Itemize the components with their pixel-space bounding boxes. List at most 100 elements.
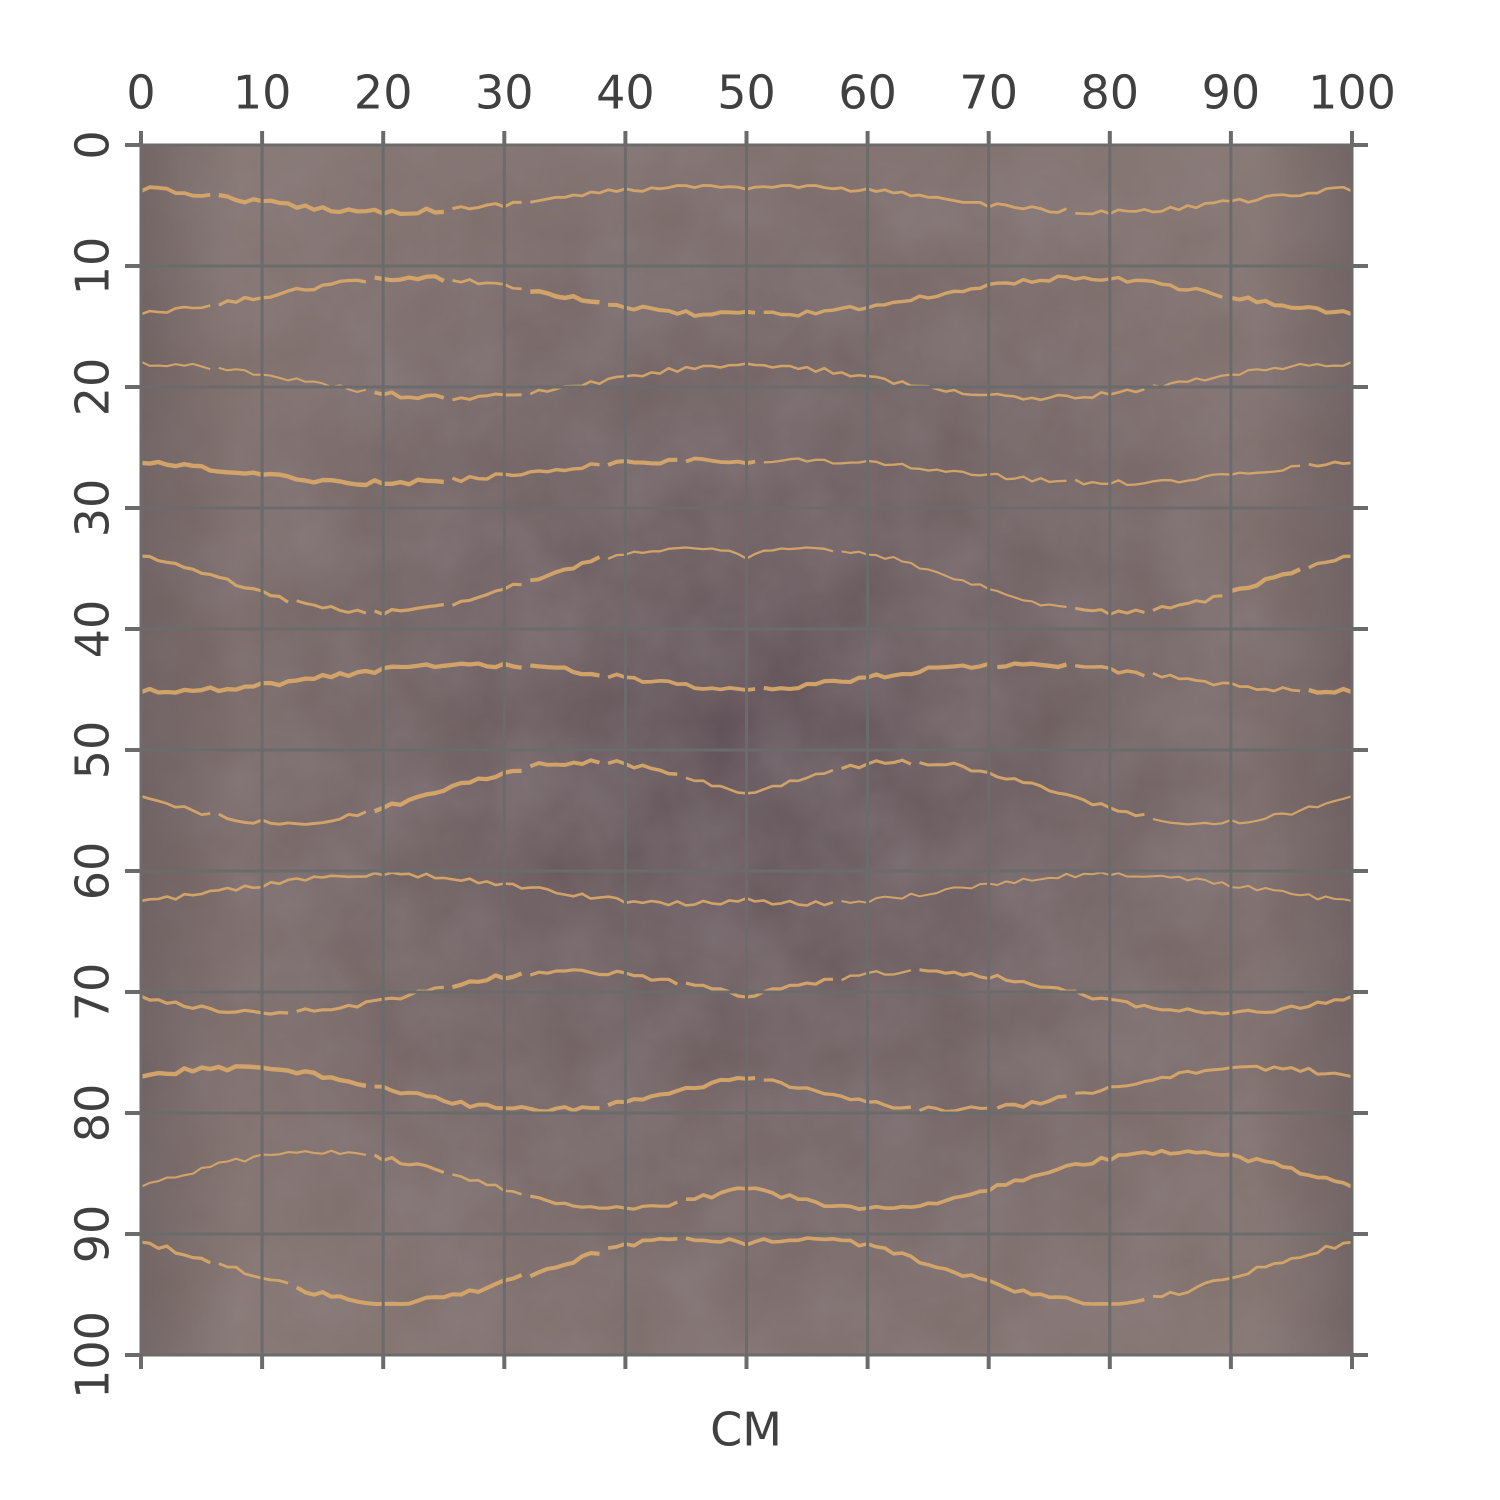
y-tick-label: 50 [66, 721, 120, 780]
gold-vein [140, 1149, 367, 1188]
gold-vein [530, 555, 601, 583]
y-tick-label: 60 [66, 842, 120, 901]
gold-vein [529, 968, 679, 986]
gold-vein [685, 456, 756, 466]
gold-vein [607, 759, 678, 776]
gold-vein [607, 1076, 756, 1107]
gold-vein [996, 1094, 1067, 1110]
gold-vein [140, 661, 522, 695]
gold-vein [607, 457, 678, 467]
gold-vein [373, 602, 445, 617]
gold-vein [607, 672, 756, 692]
gold-vein [140, 185, 211, 198]
gold-vein [452, 1173, 522, 1196]
gold-vein [140, 459, 445, 488]
gold-vein [218, 1262, 289, 1285]
gold-vein [1152, 671, 1301, 693]
gold-vein [919, 761, 1145, 818]
gold-vein [140, 794, 211, 817]
gold-vein [295, 1273, 523, 1306]
x-tick-label: 60 [838, 66, 897, 120]
y-tick-label: 70 [66, 963, 120, 1022]
gold-vein [686, 1148, 1353, 1211]
gold-vein [218, 193, 444, 216]
x-tick-label: 80 [1081, 66, 1140, 120]
gold-vein [530, 663, 600, 678]
gold-vein [374, 390, 445, 401]
gold-vein [763, 1078, 912, 1110]
x-tick-label: 10 [233, 66, 292, 120]
gold-vein [218, 810, 367, 826]
gold-vein [451, 971, 523, 990]
gold-vein [763, 274, 1223, 318]
x-tick-label: 20 [354, 66, 413, 120]
gold-vein [374, 274, 445, 283]
gold-vein [530, 289, 600, 305]
gold-vein [919, 968, 1353, 1016]
gold-vein [1152, 360, 1353, 389]
gold-vein [373, 1153, 445, 1174]
gold-vein [452, 392, 522, 402]
gold-vein [1074, 464, 1301, 487]
gold-vein [451, 582, 522, 607]
gold-vein [218, 278, 367, 307]
x-tick-label: 40 [596, 66, 655, 120]
y-tick-label: 40 [66, 600, 120, 659]
gold-vein [529, 1251, 600, 1279]
gold-vein [1308, 554, 1353, 570]
gold-vein [763, 661, 990, 692]
gold-vein [1230, 567, 1302, 594]
gold-vein [1152, 795, 1353, 826]
gold-vein [452, 200, 522, 211]
gold-vein [1075, 185, 1353, 216]
gold-vein [1152, 594, 1223, 612]
gold-vein [452, 278, 522, 291]
gold-vein [451, 462, 600, 484]
gold-vein [296, 599, 367, 615]
gold-vein [140, 1064, 367, 1088]
gold-vein [374, 1084, 600, 1114]
gold-vein [685, 768, 834, 795]
gold-vein [373, 768, 522, 814]
gold-vein [529, 758, 601, 769]
gold-vein [1152, 1240, 1353, 1299]
gold-vein [140, 1240, 211, 1265]
gold-vein [685, 977, 833, 999]
gold-vein [1230, 295, 1353, 317]
gold-vein [140, 871, 834, 907]
y-tick-label: 90 [66, 1205, 120, 1264]
y-tick-label: 100 [66, 1311, 120, 1399]
gold-vein [918, 1105, 989, 1113]
x-tick-label: 70 [959, 66, 1018, 120]
x-tick-label: 0 [126, 66, 155, 120]
gold-vein [530, 1194, 678, 1211]
gold-vein [140, 360, 211, 371]
y-tick-label: 20 [66, 358, 120, 417]
gold-vein [140, 304, 211, 316]
y-tick-label: 30 [66, 479, 120, 538]
gold-vein [1308, 686, 1353, 695]
x-tick-label: 90 [1202, 66, 1261, 120]
gold-vein [608, 302, 756, 318]
gold-vein [1308, 460, 1353, 468]
gold-vein [841, 758, 912, 770]
gold-vein [763, 457, 1067, 484]
y-tick-label: 0 [66, 130, 120, 159]
gold-vein [1075, 1064, 1353, 1095]
gold-vein [997, 661, 1068, 670]
gold-veins [140, 183, 1353, 1306]
gold-vein [530, 183, 1068, 214]
x-tick-label: 100 [1308, 66, 1396, 120]
gold-vein [685, 1236, 1145, 1306]
y-tick-label: 80 [66, 1084, 120, 1143]
gold-vein [607, 546, 834, 560]
unit-label: CM [710, 1403, 782, 1457]
axes: 0 10 20 30 40 50 60 70 80 90 100 0 10 20 30 40 50 60 70 80 9… [66, 66, 1396, 1399]
gold-vein [607, 1236, 678, 1250]
x-tick-label: 50 [717, 66, 776, 120]
y-tick-label: 10 [66, 237, 120, 296]
x-tick-label: 30 [475, 66, 534, 120]
gold-vein [841, 550, 1067, 608]
